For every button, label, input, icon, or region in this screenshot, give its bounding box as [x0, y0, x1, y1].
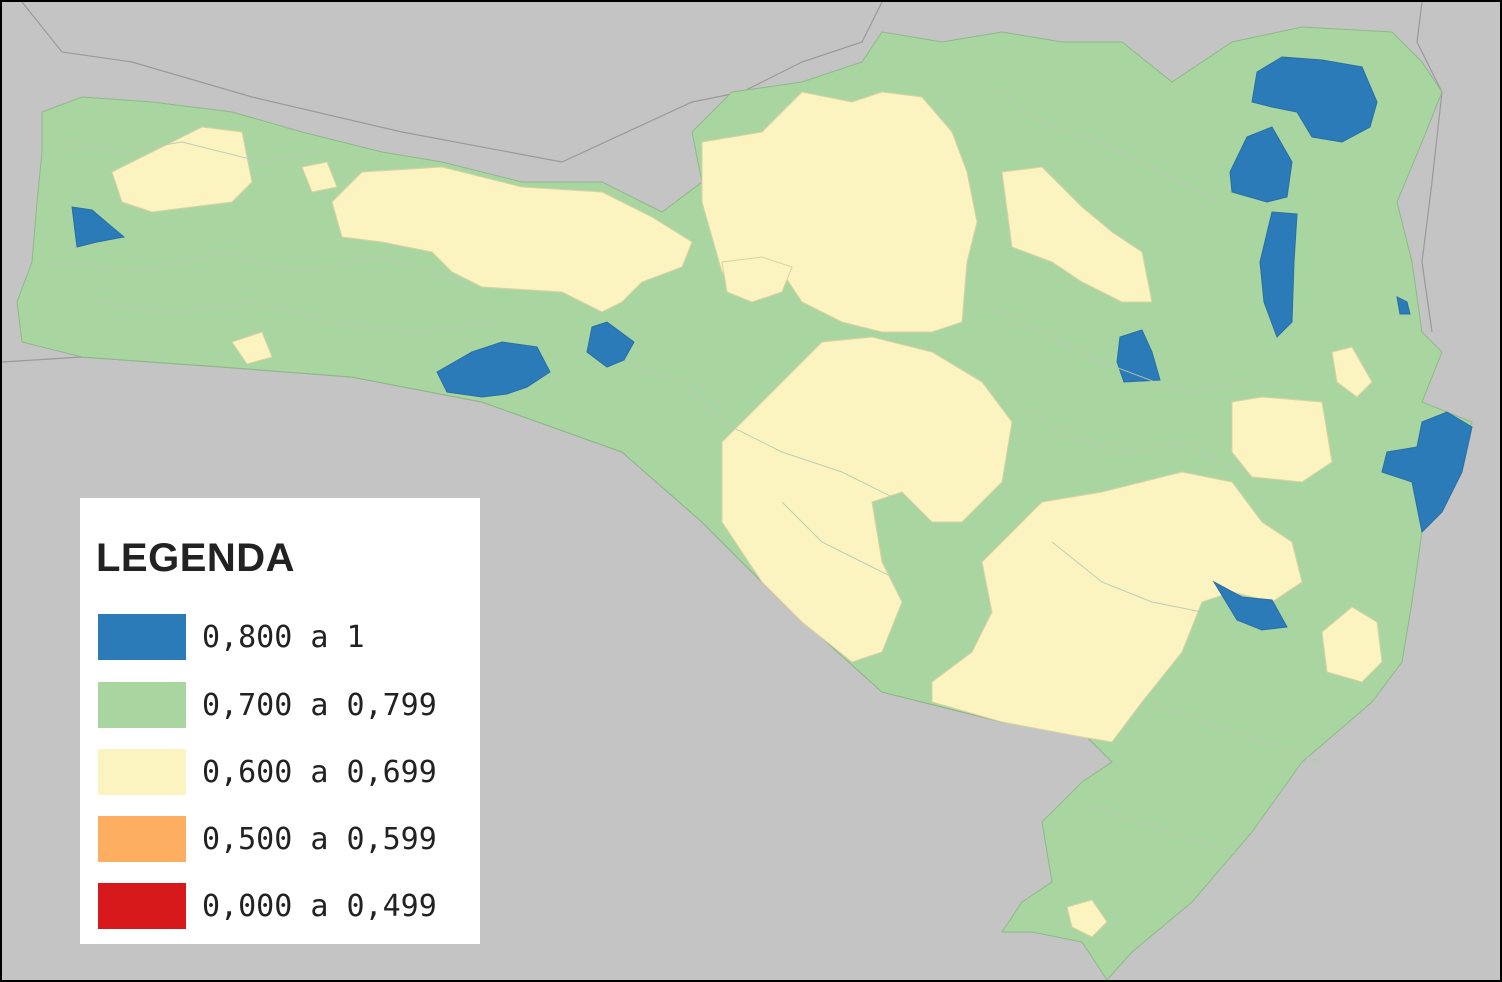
region-blue-center-east — [1116, 329, 1161, 383]
legend-swatch-yellow — [98, 749, 186, 795]
legend-panel: LEGENDA 0,800 a 1 0,700 a 0,799 0,600 a … — [80, 498, 480, 944]
legend-label: 0,800 a 1 — [202, 620, 365, 655]
region-yellow-small-1 — [301, 161, 338, 193]
region-yellow-south-tip — [1066, 899, 1108, 938]
legend-swatch-red — [98, 883, 186, 929]
region-yellow-se — [1321, 606, 1383, 683]
region-blue-north-east — [1251, 56, 1378, 143]
legend-swatch-orange — [98, 816, 186, 862]
legend-label: 0,700 a 0,799 — [202, 688, 437, 723]
legend-item-0000-0499: 0,000 a 0,499 — [98, 883, 468, 929]
region-blue-east-strip — [1259, 211, 1298, 338]
legend-title: LEGENDA — [96, 536, 296, 580]
legend-item-0500-0599: 0,500 a 0,599 — [98, 816, 468, 862]
legend-label: 0,500 a 0,599 — [202, 822, 437, 857]
region-blue-coast — [1381, 411, 1473, 534]
region-yellow-south-center — [931, 471, 1303, 743]
region-yellow-small-2 — [231, 331, 273, 365]
region-yellow-east-2 — [1331, 346, 1373, 398]
region-yellow-center-2 — [721, 256, 793, 303]
legend-label: 0,000 a 0,499 — [202, 889, 437, 924]
regions-0800-1 — [71, 56, 1473, 631]
region-blue-ne-strip — [1229, 126, 1293, 203]
legend-swatch-blue — [98, 614, 186, 660]
region-blue-coast-small — [1396, 296, 1411, 315]
legend-swatch-green — [98, 682, 186, 728]
region-yellow-center — [721, 336, 1013, 663]
legend-item-0700-0799: 0,700 a 0,799 — [98, 682, 468, 728]
legend-item-0600-0699: 0,600 a 0,699 — [98, 749, 468, 795]
region-blue-west — [436, 341, 551, 398]
regions-0600-0699 — [111, 91, 1383, 938]
municipal-boundaries — [51, 81, 1323, 863]
legend-label: 0,600 a 0,699 — [202, 755, 437, 790]
region-blue-far-west — [71, 206, 126, 248]
region-blue-west-2 — [586, 321, 635, 368]
region-yellow-nw — [111, 126, 253, 213]
region-yellow-east-1 — [1231, 396, 1333, 483]
legend-item-0800-1: 0,800 a 1 — [98, 614, 468, 660]
border-line-north — [21, 2, 883, 163]
region-yellow-west-band — [331, 166, 693, 313]
region-blue-south — [1212, 580, 1288, 631]
region-yellow-north-east — [1001, 166, 1153, 303]
border-line-east — [1416, 2, 1443, 333]
